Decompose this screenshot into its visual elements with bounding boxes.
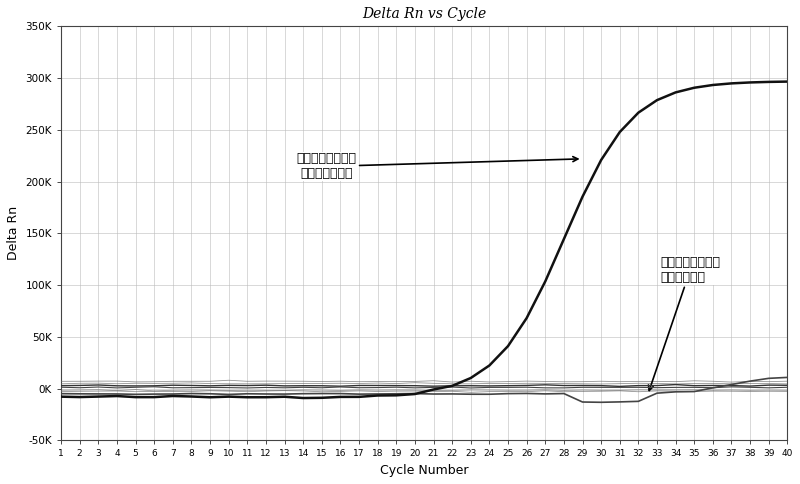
Title: Delta Rn vs Cycle: Delta Rn vs Cycle [362,7,486,21]
Text: 特异性引物和探针
检测突变模板: 特异性引物和探针 检测突变模板 [649,256,720,391]
X-axis label: Cycle Number: Cycle Number [380,464,469,477]
Text: 非特异性引物和探
针检测总模板量: 非特异性引物和探 针检测总模板量 [296,152,578,181]
Y-axis label: Delta Rn: Delta Rn [7,206,20,260]
